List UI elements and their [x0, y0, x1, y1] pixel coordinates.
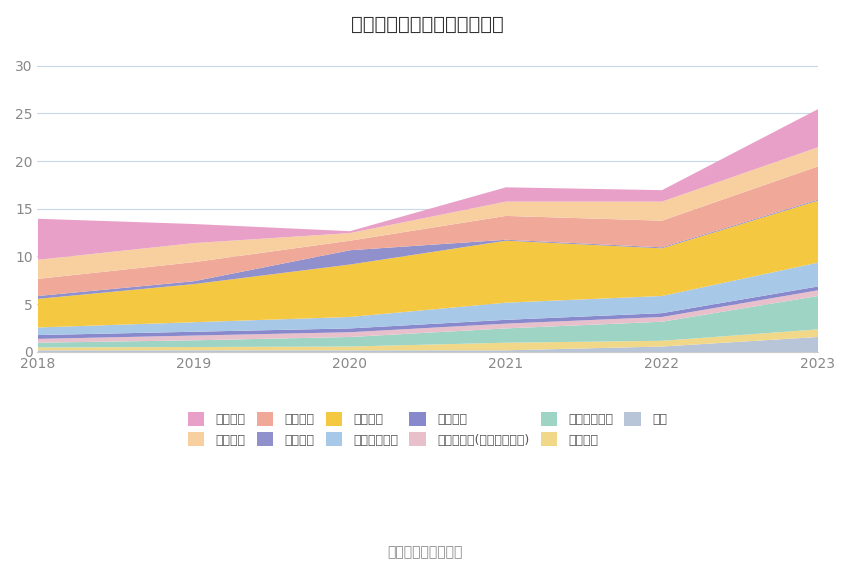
- Legend: 短期借款, 应付票据, 应付账款, 预收款项, 合同负债, 应付职工薄酬, 应交税费, 其他应付款(含利息和股利), 其他流动负债, 预计负债, 其它: 短期借款, 应付票据, 应付账款, 预收款项, 合同负债, 应付职工薄酬, 应交…: [184, 408, 672, 451]
- Text: 数据来源：恒生聚源: 数据来源：恒生聚源: [388, 546, 462, 560]
- Title: 历年主要负债堆积图（亿元）: 历年主要负债堆积图（亿元）: [351, 15, 504, 34]
